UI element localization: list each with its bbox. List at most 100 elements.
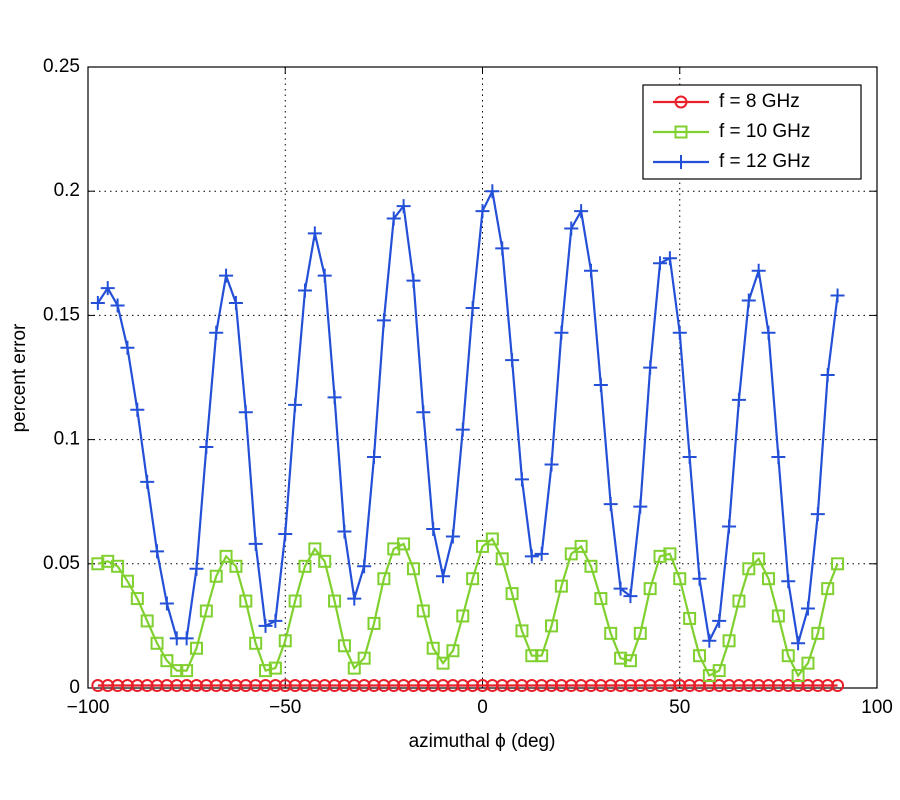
marker bbox=[672, 325, 687, 340]
marker bbox=[130, 402, 145, 417]
marker bbox=[455, 422, 470, 437]
marker bbox=[811, 626, 825, 640]
marker bbox=[821, 582, 835, 596]
marker bbox=[278, 679, 292, 693]
marker bbox=[180, 679, 194, 693]
marker bbox=[722, 634, 736, 648]
marker bbox=[535, 649, 549, 663]
marker bbox=[781, 574, 796, 589]
marker bbox=[90, 295, 105, 310]
marker bbox=[643, 582, 657, 596]
marker bbox=[712, 664, 726, 678]
marker bbox=[623, 654, 637, 668]
marker bbox=[633, 679, 647, 693]
marker bbox=[781, 649, 795, 663]
marker bbox=[653, 679, 667, 693]
marker bbox=[485, 184, 500, 199]
marker bbox=[397, 679, 411, 693]
marker bbox=[91, 557, 105, 571]
marker bbox=[347, 679, 361, 693]
marker bbox=[594, 679, 608, 693]
marker bbox=[800, 601, 815, 616]
marker bbox=[485, 679, 499, 693]
marker bbox=[209, 325, 224, 340]
marker bbox=[159, 596, 174, 611]
marker bbox=[376, 313, 391, 328]
marker bbox=[298, 679, 312, 693]
marker bbox=[377, 679, 391, 693]
marker bbox=[288, 679, 302, 693]
marker bbox=[416, 604, 430, 618]
marker bbox=[761, 325, 776, 340]
marker bbox=[179, 631, 194, 646]
marker bbox=[604, 626, 618, 640]
marker bbox=[249, 679, 263, 693]
marker bbox=[505, 353, 520, 368]
marker bbox=[524, 549, 539, 564]
y-tick-label: 0.05 bbox=[43, 553, 80, 574]
marker bbox=[742, 562, 756, 576]
marker bbox=[446, 644, 460, 658]
marker bbox=[702, 679, 716, 693]
marker bbox=[633, 499, 648, 514]
marker bbox=[692, 571, 707, 586]
marker bbox=[130, 592, 144, 606]
marker bbox=[732, 594, 746, 608]
marker bbox=[674, 125, 688, 139]
marker bbox=[239, 679, 253, 693]
marker bbox=[199, 440, 214, 455]
marker bbox=[318, 679, 332, 693]
marker bbox=[268, 679, 282, 693]
marker bbox=[238, 405, 253, 420]
marker bbox=[613, 581, 628, 596]
marker bbox=[387, 679, 401, 693]
marker bbox=[623, 589, 638, 604]
marker bbox=[100, 281, 115, 296]
marker bbox=[367, 449, 382, 464]
marker bbox=[258, 618, 273, 633]
marker bbox=[771, 679, 785, 693]
marker bbox=[831, 679, 845, 693]
y-axis-label: percent error bbox=[9, 323, 30, 432]
marker bbox=[239, 594, 253, 608]
marker bbox=[357, 651, 371, 665]
marker bbox=[771, 609, 785, 623]
marker bbox=[663, 679, 677, 693]
marker bbox=[495, 241, 510, 256]
marker bbox=[593, 377, 608, 392]
marker bbox=[574, 539, 588, 553]
marker bbox=[288, 397, 303, 412]
marker bbox=[663, 547, 677, 561]
marker bbox=[505, 587, 519, 601]
marker bbox=[317, 268, 332, 283]
marker bbox=[712, 613, 727, 628]
marker bbox=[199, 604, 213, 618]
marker bbox=[307, 226, 322, 241]
marker bbox=[436, 569, 451, 584]
marker bbox=[278, 634, 292, 648]
marker bbox=[545, 679, 559, 693]
marker bbox=[318, 554, 332, 568]
marker bbox=[683, 679, 697, 693]
marker bbox=[406, 562, 420, 576]
marker bbox=[259, 679, 273, 693]
marker bbox=[170, 679, 184, 693]
marker bbox=[465, 300, 480, 315]
marker bbox=[426, 641, 440, 655]
series-line bbox=[96, 187, 839, 645]
marker bbox=[811, 679, 825, 693]
marker bbox=[515, 624, 529, 638]
x-tick-label: 100 bbox=[861, 697, 893, 718]
marker bbox=[416, 405, 431, 420]
marker bbox=[446, 679, 460, 693]
marker bbox=[674, 95, 688, 109]
marker bbox=[653, 549, 667, 563]
marker bbox=[623, 679, 637, 693]
x-tick-label: 50 bbox=[669, 697, 690, 718]
marker bbox=[140, 474, 155, 489]
marker bbox=[347, 661, 361, 675]
marker bbox=[514, 472, 529, 487]
marker bbox=[584, 559, 598, 573]
marker bbox=[830, 288, 845, 303]
